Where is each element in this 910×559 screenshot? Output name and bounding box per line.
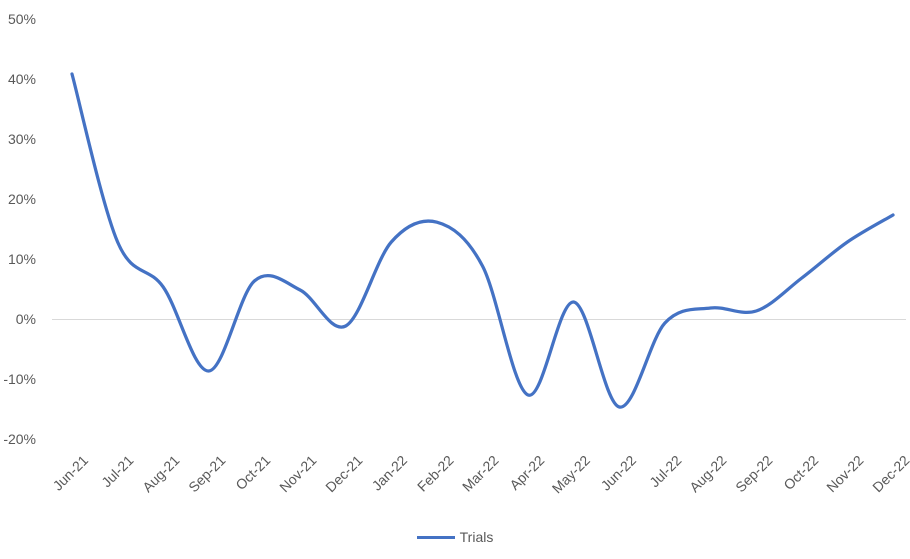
legend: Trials [0,529,910,545]
y-axis-label: 50% [7,11,36,27]
y-axis-label: 30% [7,131,36,147]
y-axis-label: 20% [7,191,36,207]
y-axis-label: -10% [3,371,36,387]
y-axis-label: -20% [3,431,36,447]
y-axis-label: 10% [7,251,36,267]
y-axis-label: 0% [15,311,36,327]
trials-line [70,72,895,409]
legend-line-swatch [416,535,455,539]
legend-label: Trials [459,529,494,545]
y-axis-label: 40% [7,71,36,87]
